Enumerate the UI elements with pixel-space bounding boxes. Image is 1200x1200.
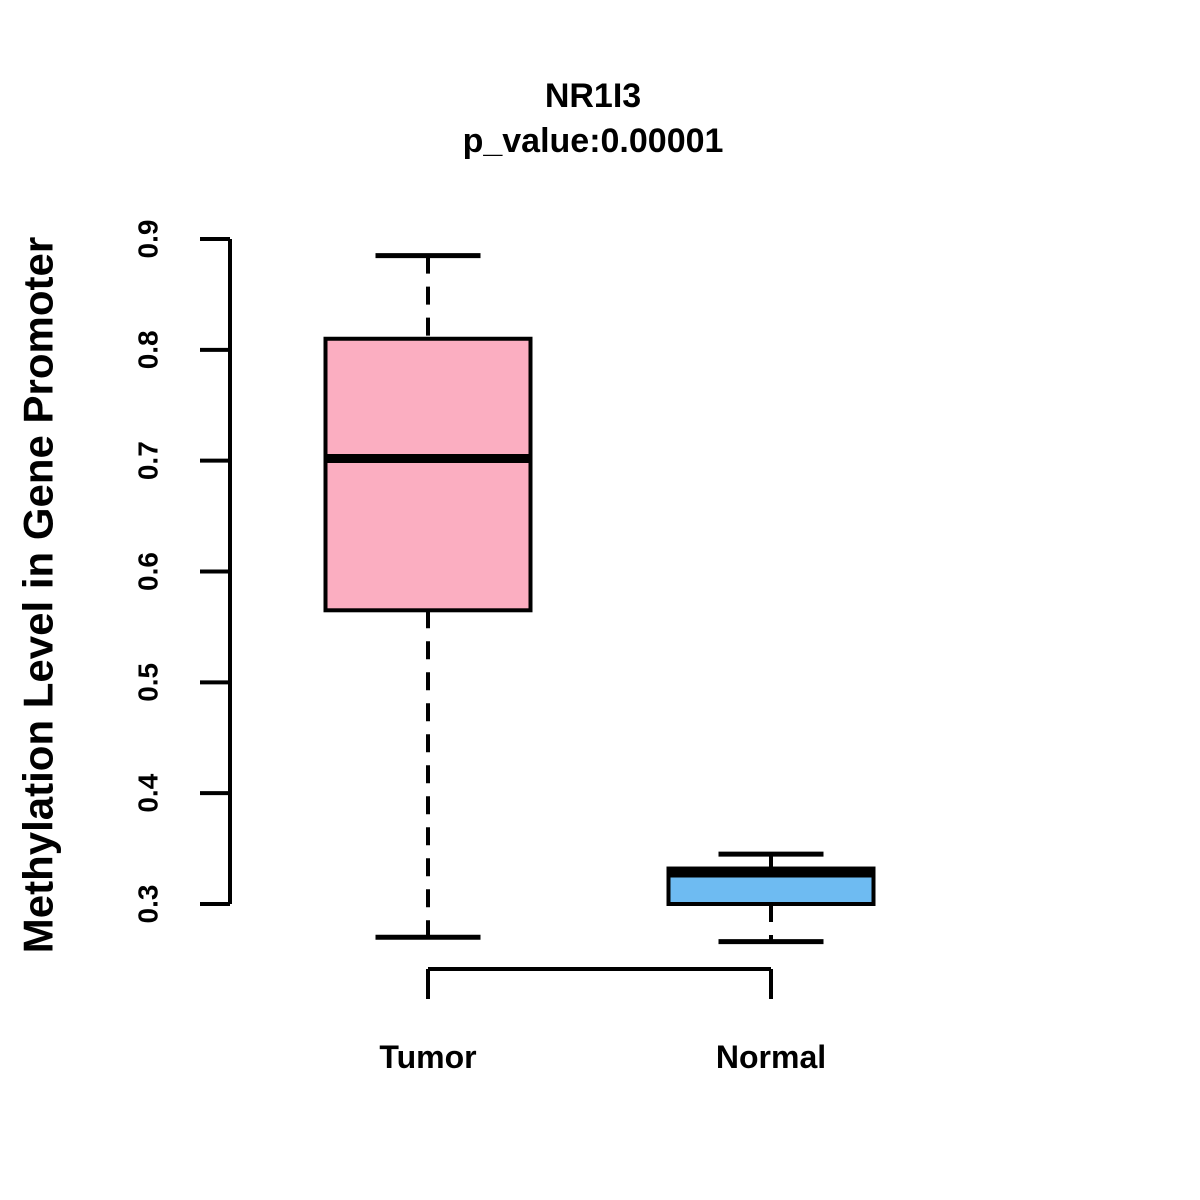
y-axis-ticks: 0.3 0.4 0.5 0.6 0.7 0.8 0.9 bbox=[133, 220, 230, 924]
y-axis-label: Methylation Level in Gene Promoter bbox=[15, 237, 62, 953]
box-series bbox=[323, 253, 876, 945]
y-axis: 0.3 0.4 0.5 0.6 0.7 0.8 0.9 bbox=[133, 220, 232, 924]
y-tick-label: 0.5 bbox=[133, 663, 164, 702]
y-tick-label: 0.4 bbox=[133, 773, 164, 812]
category-label-normal: Normal bbox=[716, 1039, 826, 1075]
x-axis: Tumor Normal bbox=[379, 967, 826, 1075]
y-tick-label: 0.6 bbox=[133, 552, 164, 591]
box-tumor bbox=[323, 253, 533, 940]
chart-subtitle: p_value:0.00001 bbox=[463, 122, 724, 160]
iqr-box bbox=[323, 336, 533, 613]
y-tick-label: 0.9 bbox=[133, 220, 164, 259]
box-normal bbox=[666, 851, 876, 945]
y-tick-label: 0.7 bbox=[133, 441, 164, 480]
chart-title-block: NR1I3 p_value:0.00001 bbox=[463, 77, 724, 160]
category-label-tumor: Tumor bbox=[379, 1039, 476, 1075]
chart-title: NR1I3 bbox=[545, 77, 641, 115]
y-tick-label: 0.3 bbox=[133, 885, 164, 924]
x-axis-ticks: Tumor Normal bbox=[379, 969, 826, 1075]
y-tick-label: 0.8 bbox=[133, 330, 164, 369]
